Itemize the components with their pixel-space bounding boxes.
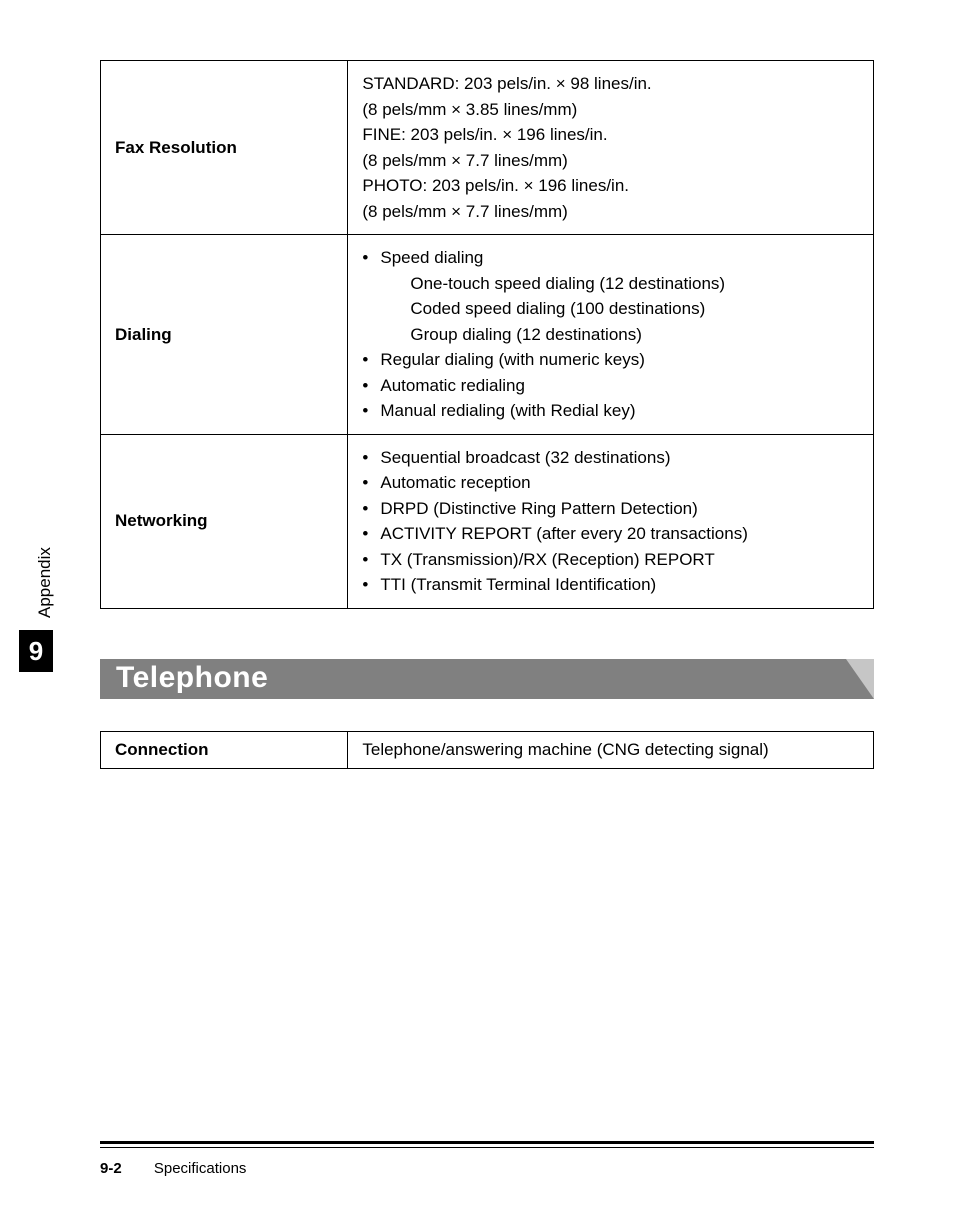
footer-rule-thick [100, 1141, 874, 1144]
footer: 9-2 Specifications [100, 1141, 874, 1177]
table-row: Dialing Speed dialing One-touch speed di… [101, 235, 874, 435]
bullet-text: Automatic reception [380, 473, 530, 492]
list-item: Speed dialing One-touch speed dialing (1… [362, 245, 859, 347]
bullet-text: Sequential broadcast (32 destinations) [380, 448, 670, 467]
bullet-text: Regular dialing (with numeric keys) [380, 350, 645, 369]
line: (8 pels/mm × 7.7 lines/mm) [362, 148, 859, 174]
line: FINE: 203 pels/in. × 196 lines/in. [362, 122, 859, 148]
table-row: Networking Sequential broadcast (32 dest… [101, 434, 874, 608]
row-value: Sequential broadcast (32 destinations) A… [348, 434, 874, 608]
sub-line: Coded speed dialing (100 destinations) [380, 296, 859, 322]
spec-table: Fax Resolution STANDARD: 203 pels/in. × … [100, 60, 874, 609]
bullet-text: ACTIVITY REPORT (after every 20 transact… [380, 524, 748, 543]
row-label: Fax Resolution [101, 61, 348, 235]
footer-line: 9-2 Specifications [100, 1160, 874, 1177]
list-item: Automatic redialing [362, 373, 859, 399]
list-item: Automatic reception [362, 470, 859, 496]
bullet-text: TTI (Transmit Terminal Identification) [380, 575, 656, 594]
list-item: TX (Transmission)/RX (Reception) REPORT [362, 547, 859, 573]
list-item: ACTIVITY REPORT (after every 20 transact… [362, 521, 859, 547]
table-row: Connection Telephone/answering machine (… [101, 731, 874, 768]
list-item: DRPD (Distinctive Ring Pattern Detection… [362, 496, 859, 522]
list-item: Manual redialing (with Redial key) [362, 398, 859, 424]
row-label: Dialing [101, 235, 348, 435]
bullet-text: DRPD (Distinctive Ring Pattern Detection… [380, 499, 697, 518]
footer-rule-thin [100, 1147, 874, 1148]
side-tab-number: 9 [19, 630, 53, 672]
bullet-text: Automatic redialing [380, 376, 525, 395]
bullet-text: TX (Transmission)/RX (Reception) REPORT [380, 550, 714, 569]
line: (8 pels/mm × 3.85 lines/mm) [362, 97, 859, 123]
row-label: Connection [101, 731, 348, 768]
footer-page-number: 9-2 [100, 1160, 122, 1177]
bullet-list: Speed dialing One-touch speed dialing (1… [362, 245, 859, 424]
line: (8 pels/mm × 7.7 lines/mm) [362, 199, 859, 225]
bullet-list: Sequential broadcast (32 destinations) A… [362, 445, 859, 598]
footer-title: Specifications [154, 1160, 247, 1177]
sub-line: Group dialing (12 destinations) [380, 322, 859, 348]
section-wedge [846, 659, 874, 699]
table-row: Fax Resolution STANDARD: 203 pels/in. × … [101, 61, 874, 235]
row-value: Speed dialing One-touch speed dialing (1… [348, 235, 874, 435]
telephone-table: Connection Telephone/answering machine (… [100, 731, 874, 769]
bullet-text: Speed dialing [380, 248, 483, 267]
line: STANDARD: 203 pels/in. × 98 lines/in. [362, 71, 859, 97]
sub-line: One-touch speed dialing (12 destinations… [380, 271, 859, 297]
list-item: TTI (Transmit Terminal Identification) [362, 572, 859, 598]
row-label: Networking [101, 434, 348, 608]
bullet-text: Manual redialing (with Redial key) [380, 401, 635, 420]
row-value: STANDARD: 203 pels/in. × 98 lines/in. (8… [348, 61, 874, 235]
row-value: Telephone/answering machine (CNG detecti… [348, 731, 874, 768]
side-tab-text: Appendix [35, 547, 55, 618]
line: PHOTO: 203 pels/in. × 196 lines/in. [362, 173, 859, 199]
list-item: Regular dialing (with numeric keys) [362, 347, 859, 373]
section-heading: Telephone [100, 659, 874, 705]
list-item: Sequential broadcast (32 destinations) [362, 445, 859, 471]
page: Fax Resolution STANDARD: 203 pels/in. × … [0, 0, 954, 1227]
section-title: Telephone [116, 661, 268, 695]
